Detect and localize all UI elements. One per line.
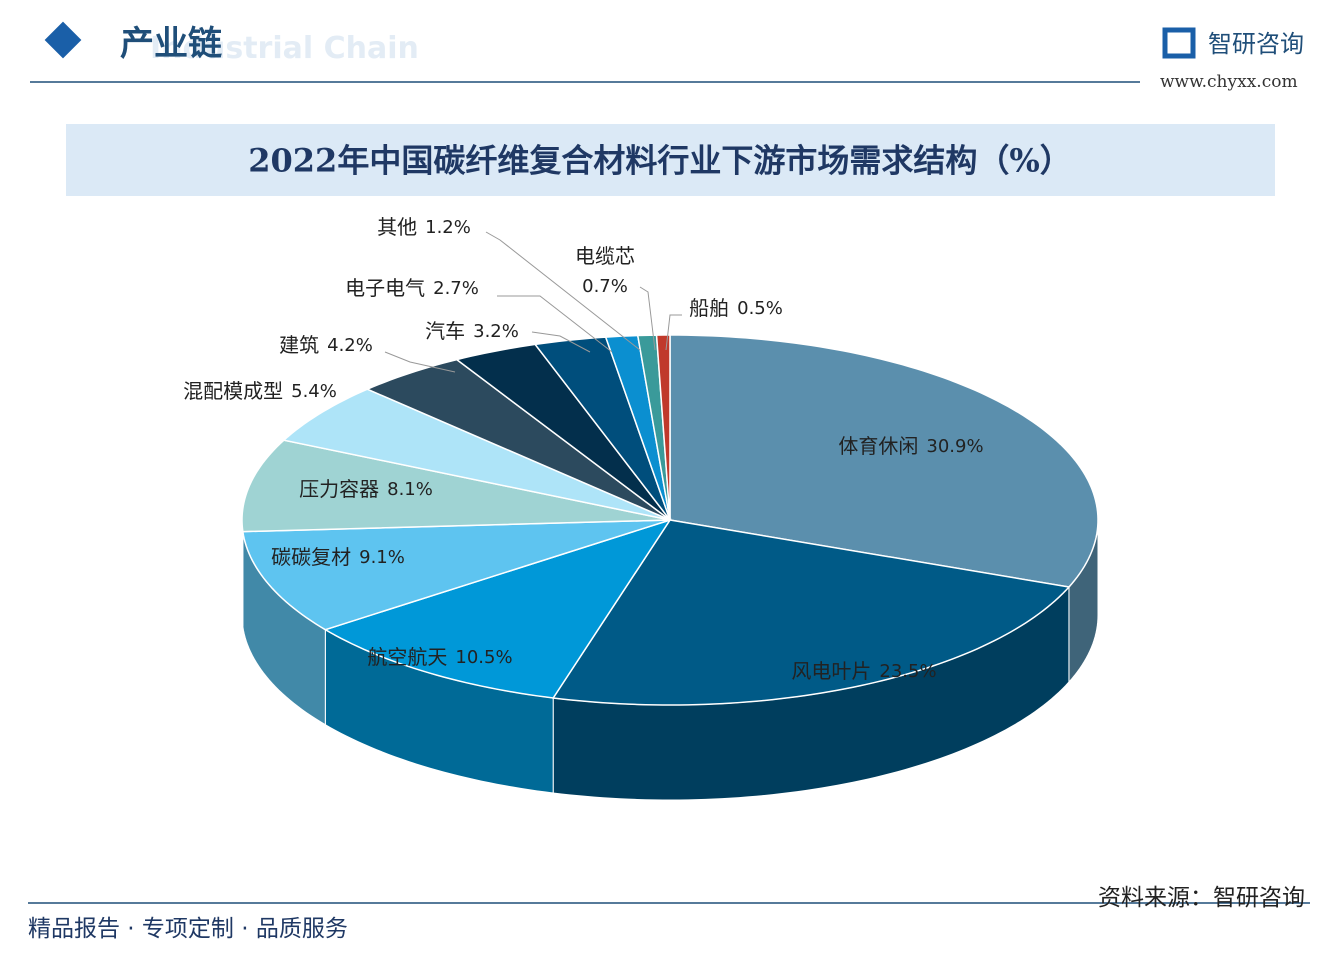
brand: 智研咨询 xyxy=(1208,30,1304,58)
data-label: 风电叶片 23.5% xyxy=(791,659,936,683)
title-band xyxy=(66,124,1275,196)
category-label: 体育休闲 xyxy=(838,434,918,458)
category-label: 其他 xyxy=(377,215,417,239)
data-label: 汽车 3.2% xyxy=(425,319,519,343)
value-label: 9.1% xyxy=(359,547,405,568)
value-label: 30.9% xyxy=(926,436,983,457)
data-label: 碳碳复材 9.1% xyxy=(271,545,405,569)
category-label: 建筑 xyxy=(279,333,319,357)
slice xyxy=(655,334,671,521)
slice-side xyxy=(241,519,244,627)
data-label: 航空航天 10.5% xyxy=(367,645,512,669)
value-label: 23.5% xyxy=(879,661,936,682)
section-title: 产业链 xyxy=(120,24,222,64)
slice xyxy=(282,388,671,521)
slice xyxy=(323,518,672,699)
value-label: 3.2% xyxy=(473,321,519,342)
site: www.chyxx.com xyxy=(1160,72,1298,92)
data-label: 压力容器 8.1% xyxy=(299,477,433,501)
value-label: 8.1% xyxy=(387,479,433,500)
category-label: 压力容器 xyxy=(299,477,379,501)
slice xyxy=(551,519,1071,706)
slice xyxy=(533,336,671,521)
value-label: 2.7% xyxy=(433,278,479,299)
value-label: 4.2% xyxy=(327,335,373,356)
data-label: 混配模成型 5.4% xyxy=(183,379,337,403)
category-label: 碳碳复材 xyxy=(271,545,351,569)
category-label: 航空航天 xyxy=(367,645,447,669)
section-en: Industrial Chain xyxy=(150,31,419,66)
category-label: 风电叶片 xyxy=(791,659,871,683)
value-label: 10.5% xyxy=(455,647,512,668)
data-label: 体育休闲 30.9% xyxy=(838,434,983,458)
data-label: 电子电气 2.7% xyxy=(345,276,479,300)
data-label: 船舶 0.5% xyxy=(689,296,783,320)
leader-line xyxy=(665,314,682,351)
category-label: 船舶 xyxy=(689,296,729,320)
data-label: 电缆芯 0.7% xyxy=(575,244,635,298)
category-label: 混配模成型 xyxy=(183,379,283,403)
value-label: 1.2% xyxy=(425,217,471,238)
data-label: 建筑 4.2% xyxy=(279,333,373,357)
slogan: 精品报告 · 专项定制 · 品质服务 xyxy=(28,916,348,942)
value-label: 5.4% xyxy=(291,381,337,402)
logo-icon xyxy=(1162,27,1196,59)
value-label: 0.5% xyxy=(737,298,783,319)
pie: 体育休闲 30.9% 风电叶片 23.5% 航空航天 10.5% 碳碳复材 9.1% 压力容器 8… xyxy=(183,215,1099,801)
leader-line xyxy=(497,295,613,353)
slice xyxy=(365,358,671,521)
data-label: 其他 1.2% xyxy=(377,215,471,239)
source: 资料来源：智研咨询 xyxy=(1098,885,1305,911)
category-label: 电缆芯 xyxy=(575,244,635,268)
slice xyxy=(241,439,671,533)
slice xyxy=(669,334,1099,588)
leader-line xyxy=(531,331,591,353)
value-label: 0.7% xyxy=(582,276,628,297)
leader-line xyxy=(485,231,641,351)
leader-line xyxy=(639,286,656,351)
chart-title: 2022年中国碳纤维复合材料行业下游市场需求结构（%） xyxy=(248,142,1071,180)
category-label: 汽车 xyxy=(425,319,465,343)
category-label: 电子电气 xyxy=(345,276,425,300)
leader-line xyxy=(384,351,456,373)
slice xyxy=(241,519,671,631)
slice xyxy=(455,343,671,521)
